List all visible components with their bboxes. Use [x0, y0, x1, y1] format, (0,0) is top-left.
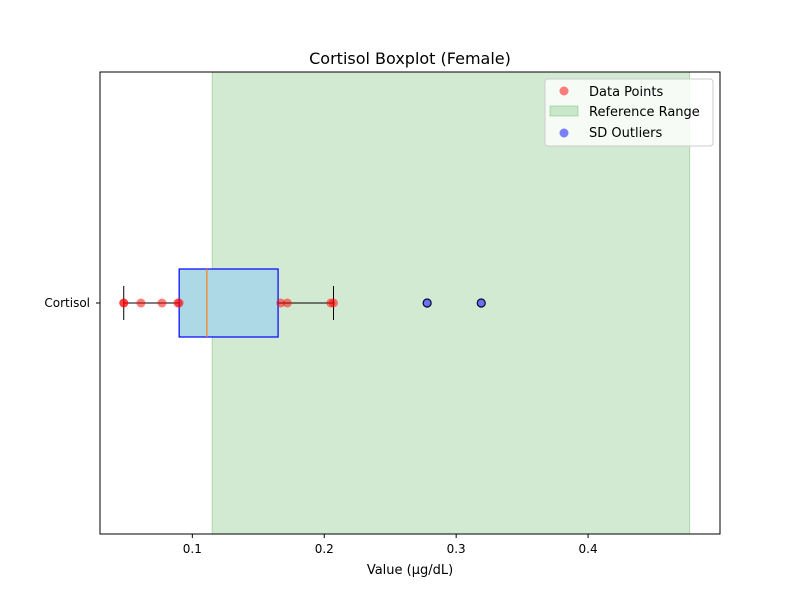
sd-outlier-point — [423, 299, 432, 307]
data-point — [136, 298, 146, 308]
legend: Data Points Reference Range SD Outliers — [544, 78, 714, 147]
data-point — [328, 298, 338, 308]
x-axis-label: Value (µg/dL) — [367, 563, 453, 578]
plot-area — [96, 71, 721, 535]
x-tick-label: 0.4 — [579, 542, 598, 556]
x-tick-label: 0.2 — [315, 542, 334, 556]
legend-box — [544, 78, 714, 147]
data-point — [174, 298, 184, 308]
chart-title: Cortisol Boxplot (Female) — [309, 49, 511, 68]
data-point — [282, 298, 292, 308]
x-axis-ticks: 0.1 0.2 0.3 0.4 — [183, 534, 598, 556]
x-tick-label: 0.1 — [183, 542, 202, 556]
legend-label-sd-outliers: SD Outliers — [589, 126, 663, 141]
legend-label-reference-range: Reference Range — [589, 105, 700, 120]
data-point — [119, 298, 129, 308]
iqr-box — [178, 268, 279, 338]
legend-marker-reference-range — [549, 105, 579, 117]
data-point — [157, 298, 167, 308]
legend-label-data-points: Data Points — [589, 85, 663, 100]
data-point — [276, 298, 286, 308]
legend-marker-sd-outliers — [559, 128, 569, 138]
y-tick-label-cortisol: Cortisol — [44, 296, 90, 310]
sd-outlier-point — [477, 299, 486, 307]
x-tick-label: 0.3 — [447, 542, 466, 556]
legend-marker-data-points — [559, 86, 569, 96]
